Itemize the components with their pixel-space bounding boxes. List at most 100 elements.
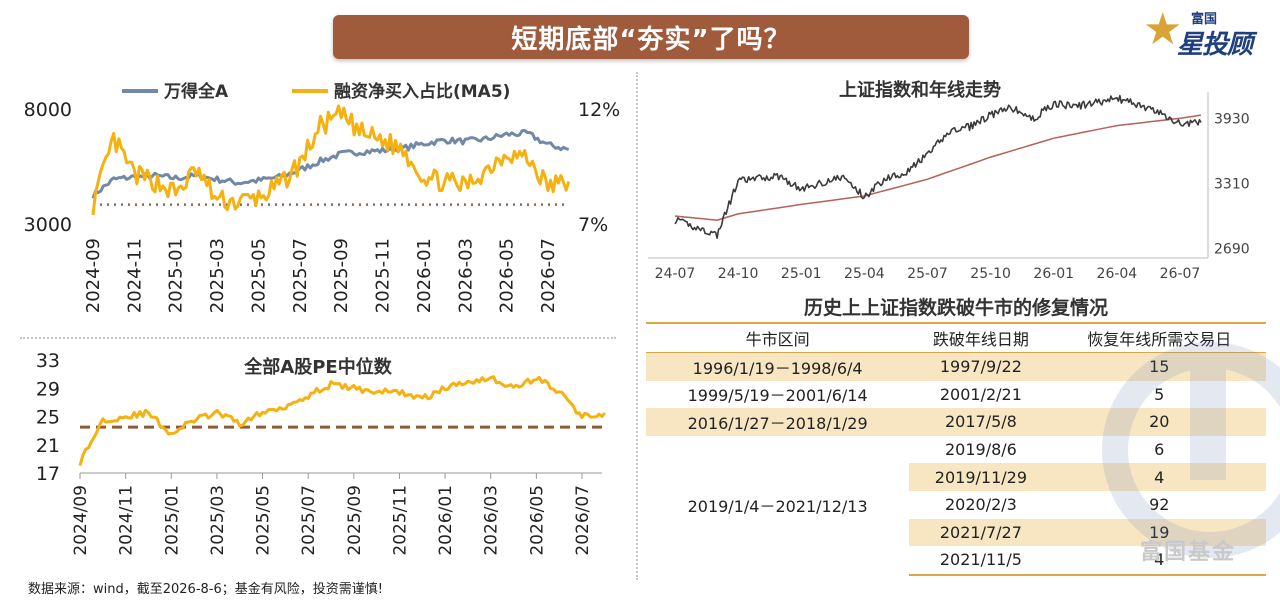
cell-period: 1996/1/19－1998/6/4 xyxy=(692,358,863,378)
cell-date: 2001/2/21 xyxy=(939,384,1022,404)
cell-date: 2021/11/5 xyxy=(909,546,1053,576)
star-icon: ★ xyxy=(1143,4,1183,55)
x-tick-label: 2026-03 xyxy=(455,238,476,313)
cell-days: 19 xyxy=(1052,518,1266,547)
series-index-line xyxy=(674,94,1202,239)
x-tick-label: 2024-09 xyxy=(83,238,104,313)
table-row: 1999/5/19－2001/6/14 2001/2/21 5 xyxy=(646,381,1266,409)
x-tick-label: 25-10 xyxy=(970,266,1011,282)
cell-days: 20 xyxy=(1149,412,1170,432)
horizontal-divider xyxy=(20,337,616,339)
x-tick-label: 2025-11 xyxy=(373,238,394,313)
chart2-title: 全部A股PE中位数 xyxy=(243,356,392,378)
cell-days: 6 xyxy=(1154,440,1165,460)
x-tick-label: 2024-11 xyxy=(124,238,145,313)
x-tick-label: 2025-09 xyxy=(331,238,352,313)
table-row: 2020/2/3 92 xyxy=(646,491,1266,519)
x-tick-label: 2025/11 xyxy=(390,485,410,556)
y-tick-label: 29 xyxy=(36,378,60,400)
chart3-x-ticks: 24-07 24-10 25-01 25-04 25-07 25-10 26-01 26-04… xyxy=(655,266,1201,282)
col-header-date: 跌破年线日期 xyxy=(909,322,1053,353)
shanghai-index-chart: 上证指数和年线走势 3930 3310 2690 24-07 24-10 25-01 25… xyxy=(648,79,1250,282)
chart2-plot xyxy=(78,375,606,474)
x-tick-label: 2025-01 xyxy=(166,238,187,313)
y-tick-label: 3930 xyxy=(1214,111,1250,127)
cell-period: 1999/5/19－2001/6/14 xyxy=(687,386,868,406)
cell-days: 4 xyxy=(1052,463,1266,491)
y-right-tick-top: 12% xyxy=(578,99,620,121)
cell-period: 2016/1/27－2018/1/29 xyxy=(687,413,868,433)
x-tick-label: 2024/09 xyxy=(71,485,91,556)
table-row: 1996/1/19－1998/6/4 1997/9/22 15 xyxy=(646,352,1266,381)
x-tick-label: 26-01 xyxy=(1033,266,1074,282)
pe-median-chart: 全部A股PE中位数 33 29 25 21 17 2024/09 2024/11 2025/… xyxy=(36,350,606,556)
cell-date: 2021/7/27 xyxy=(909,518,1053,547)
cell-date: 1997/9/22 xyxy=(939,357,1022,377)
chart2-x-ticks: 2024/09 2024/11 2025/01 2025/03 2025/05 2025/… xyxy=(71,473,593,556)
cell-days: 5 xyxy=(1154,384,1165,404)
chart1-plot xyxy=(91,104,571,216)
legend-label-margin: 融资净买入占比(MA5) xyxy=(334,81,510,102)
x-tick-label: 2024/11 xyxy=(117,485,137,556)
series-pe-line xyxy=(78,375,606,466)
chart1-x-ticks: 2024-09 2024-11 2025-01 2025-03 2025-05 2025-… xyxy=(83,238,559,313)
cell-date: 2017/5/8 xyxy=(944,412,1017,432)
col-header-period: 牛市区间 xyxy=(646,322,910,353)
col-header-days: 恢复年线所需交易日 xyxy=(1052,322,1266,353)
watermark-text: 富国基金 xyxy=(1140,540,1237,565)
chart1-legend: 万得全A 融资净买入占比(MA5) xyxy=(122,81,510,102)
table-row: 2019/1/4－2021/12/13 2019/8/6 6 xyxy=(646,436,1266,516)
y-tick-label: 3310 xyxy=(1214,176,1250,192)
x-tick-label: 2026-05 xyxy=(497,238,518,313)
y-tick-label: 17 xyxy=(36,463,60,485)
vertical-divider xyxy=(636,72,638,580)
x-tick-label: 2026/07 xyxy=(573,485,593,556)
table-row: 2021/7/27 19 xyxy=(646,518,1266,547)
x-tick-label: 2025/01 xyxy=(162,485,182,556)
x-tick-label: 26-04 xyxy=(1097,266,1138,282)
y-left-tick-bottom: 3000 xyxy=(24,214,72,236)
series-ma-line xyxy=(674,114,1202,221)
x-tick-label: 2026/03 xyxy=(482,485,502,556)
y-tick-label: 2690 xyxy=(1214,242,1250,258)
cell-days: 4 xyxy=(1052,546,1266,576)
x-tick-label: 25-01 xyxy=(781,266,822,282)
recovery-table: 牛市区间 跌破年线日期 恢复年线所需交易日 1996/1/19－1998/6/4… xyxy=(646,322,1266,576)
x-tick-label: 2025/03 xyxy=(208,485,228,556)
watermark-logo xyxy=(1102,342,1280,558)
logo-main-text: 星投顾 xyxy=(1177,30,1253,60)
x-tick-label: 2025-07 xyxy=(290,238,311,313)
cell-period-merged: 2019/1/4－2021/12/13 xyxy=(687,497,868,517)
x-tick-label: 25-04 xyxy=(844,266,885,282)
table-row: 2019/11/29 4 xyxy=(646,463,1266,491)
series-wind-a-line xyxy=(91,129,570,199)
y-right-tick-bottom: 7% xyxy=(578,214,608,236)
cell-days: 15 xyxy=(1149,357,1170,377)
series-margin-line xyxy=(91,104,571,216)
wind-a-margin-chart: 万得全A 融资净买入占比(MA5) 8000 3000 12% 7% 2024-… xyxy=(24,81,621,313)
x-tick-label: 2026-07 xyxy=(538,238,559,313)
y-tick-label: 25 xyxy=(36,407,60,429)
table-row: 2016/1/27－2018/1/29 2017/5/8 20 xyxy=(646,408,1266,436)
chart3-plot xyxy=(648,92,1209,259)
table-row: 2021/11/5 4 xyxy=(646,546,1266,576)
cell-date: 2019/8/6 xyxy=(944,440,1017,460)
chart3-title: 上证指数和年线走势 xyxy=(839,79,1001,101)
y-tick-label: 33 xyxy=(36,350,60,372)
x-tick-label: 2025/05 xyxy=(254,485,274,556)
x-tick-label: 24-10 xyxy=(718,266,759,282)
x-tick-label: 2026/05 xyxy=(527,485,547,556)
x-tick-label: 2025-05 xyxy=(248,238,269,313)
x-tick-label: 2025/09 xyxy=(345,485,365,556)
x-tick-label: 24-07 xyxy=(655,266,696,282)
cell-date: 2020/2/3 xyxy=(944,495,1017,515)
x-tick-label: 2026/01 xyxy=(436,485,456,556)
table-title: 历史上上证指数跌破牛市的修复情况 xyxy=(803,297,1108,319)
x-tick-label: 2025-03 xyxy=(207,238,228,313)
y-tick-label: 21 xyxy=(36,435,60,457)
page-title: 短期底部“夯实”了吗？ xyxy=(333,15,969,59)
chart3-y-ticks: 3930 3310 2690 xyxy=(1214,111,1250,257)
y-left-tick-top: 8000 xyxy=(24,99,72,121)
x-tick-label: 2026-01 xyxy=(414,238,435,313)
legend-label-wind-a: 万得全A xyxy=(163,81,229,102)
